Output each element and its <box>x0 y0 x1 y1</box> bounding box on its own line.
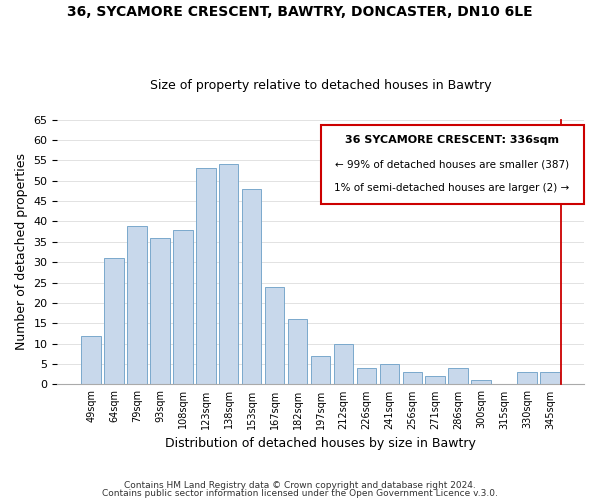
Bar <box>82 336 101 384</box>
Bar <box>150 238 170 384</box>
Bar <box>265 286 284 384</box>
X-axis label: Distribution of detached houses by size in Bawtry: Distribution of detached houses by size … <box>165 437 476 450</box>
Bar <box>448 368 468 384</box>
Text: 36, SYCAMORE CRESCENT, BAWTRY, DONCASTER, DN10 6LE: 36, SYCAMORE CRESCENT, BAWTRY, DONCASTER… <box>67 5 533 19</box>
Bar <box>219 164 238 384</box>
Bar <box>242 189 262 384</box>
Text: ← 99% of detached houses are smaller (387): ← 99% of detached houses are smaller (38… <box>335 160 569 170</box>
Bar <box>356 368 376 384</box>
Text: Contains public sector information licensed under the Open Government Licence v.: Contains public sector information licen… <box>102 488 498 498</box>
Bar <box>196 168 215 384</box>
Bar <box>127 226 147 384</box>
Bar <box>403 372 422 384</box>
Text: 36 SYCAMORE CRESCENT: 336sqm: 36 SYCAMORE CRESCENT: 336sqm <box>345 136 559 145</box>
Bar <box>288 319 307 384</box>
Title: Size of property relative to detached houses in Bawtry: Size of property relative to detached ho… <box>150 79 491 92</box>
Bar <box>334 344 353 384</box>
Bar <box>517 372 537 384</box>
Bar <box>540 372 560 384</box>
Bar <box>311 356 330 384</box>
Bar <box>173 230 193 384</box>
Bar <box>472 380 491 384</box>
Bar <box>104 258 124 384</box>
Bar <box>380 364 399 384</box>
FancyBboxPatch shape <box>320 125 584 204</box>
Text: 1% of semi-detached houses are larger (2) →: 1% of semi-detached houses are larger (2… <box>334 183 569 193</box>
Bar <box>425 376 445 384</box>
Text: Contains HM Land Registry data © Crown copyright and database right 2024.: Contains HM Land Registry data © Crown c… <box>124 481 476 490</box>
Y-axis label: Number of detached properties: Number of detached properties <box>15 154 28 350</box>
